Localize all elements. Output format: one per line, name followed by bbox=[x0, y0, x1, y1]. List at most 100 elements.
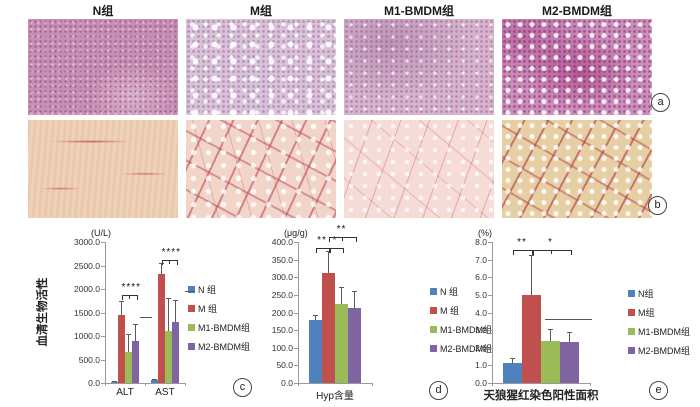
y-tick bbox=[101, 312, 105, 314]
x-tick bbox=[590, 383, 591, 386]
error-bar-cap bbox=[510, 358, 515, 360]
micrograph-column-title: M1-BMDM组 bbox=[384, 4, 454, 18]
y-tick-label: 500.0 bbox=[78, 354, 100, 365]
x-tick bbox=[145, 383, 146, 386]
y-tick-label: 50.0 bbox=[276, 360, 293, 371]
legend-item: N组 bbox=[628, 287, 654, 300]
legend-label: M2-BMDM组 bbox=[198, 342, 250, 352]
bar bbox=[541, 340, 560, 383]
y-tick bbox=[488, 312, 492, 314]
y-tick bbox=[101, 383, 105, 384]
y-tick bbox=[101, 359, 105, 361]
bar bbox=[125, 351, 132, 383]
error-bar-cap bbox=[119, 300, 124, 302]
y-tick bbox=[294, 312, 298, 314]
axis-unit-label: (U/L) bbox=[91, 228, 111, 238]
legend-swatch bbox=[430, 326, 437, 333]
error-bar-cap bbox=[133, 324, 138, 326]
x-tick bbox=[185, 383, 186, 386]
legend-label: M1-BMDM组 bbox=[638, 327, 690, 337]
significance-bracket bbox=[512, 249, 534, 255]
bar bbox=[348, 308, 361, 383]
y-tick bbox=[488, 277, 492, 279]
legend-swatch bbox=[188, 305, 195, 312]
significance-bracket-tick bbox=[550, 249, 552, 254]
chart-hyp-content: (μg/g) 0.0 50.0 100.0 150.0 200.0 250.0 300.0 35… bbox=[235, 224, 492, 407]
y-tick bbox=[294, 365, 298, 367]
y-tick bbox=[488, 294, 492, 296]
legend-swatch bbox=[628, 309, 635, 316]
panel-label-e: e bbox=[649, 381, 668, 400]
legend-item: M 组 bbox=[188, 302, 217, 315]
y-tick bbox=[294, 294, 298, 296]
y-tick-label: 1000.0 bbox=[74, 331, 100, 341]
x-category-label: ALT bbox=[116, 387, 134, 398]
x-tick bbox=[492, 383, 493, 386]
error-bar-cap bbox=[548, 329, 553, 331]
y-tick-label: 250.0 bbox=[271, 289, 293, 300]
error-bar-cap bbox=[152, 378, 157, 380]
bar bbox=[132, 340, 139, 383]
error-bar-cap bbox=[112, 380, 117, 382]
y-tick-label: 3.0 bbox=[475, 325, 487, 336]
significance-label: * bbox=[548, 236, 553, 248]
error-bar-cap bbox=[529, 255, 534, 257]
plot-area bbox=[298, 242, 373, 384]
significance-label: **** bbox=[121, 282, 142, 294]
y-tick-label: 2500.0 bbox=[74, 260, 100, 271]
comparison-line bbox=[185, 291, 196, 293]
micrograph-column-title: N组 bbox=[92, 4, 114, 18]
y-axis-title: 血清生物活性 bbox=[37, 277, 49, 347]
significance-label: ** bbox=[317, 234, 327, 246]
bar bbox=[158, 273, 165, 383]
legend-swatch bbox=[628, 290, 635, 297]
micrograph-column-title: M2-BMDM组 bbox=[542, 4, 612, 18]
y-tick bbox=[488, 347, 492, 349]
error-bar-cap bbox=[126, 333, 131, 335]
x-category-label: 天狼猩红染色阳性面积 bbox=[483, 390, 599, 402]
legend-swatch bbox=[188, 343, 195, 350]
significance-bracket bbox=[328, 236, 357, 242]
y-tick bbox=[488, 259, 492, 261]
y-tick bbox=[294, 277, 298, 279]
error-bar-cap bbox=[166, 298, 171, 300]
y-tick bbox=[294, 383, 298, 384]
y-tick bbox=[101, 336, 105, 337]
bar bbox=[322, 273, 335, 383]
comparison-line bbox=[140, 317, 153, 319]
y-tick bbox=[488, 365, 492, 367]
y-tick-label: 0.0 bbox=[281, 378, 293, 388]
error-bar-cap bbox=[313, 315, 318, 317]
y-tick-label: 200.0 bbox=[271, 307, 293, 318]
error-bar-line bbox=[550, 329, 551, 341]
error-bar-cap bbox=[352, 290, 357, 292]
error-bar-line bbox=[175, 300, 176, 322]
error-bar-line bbox=[135, 324, 136, 341]
bar bbox=[118, 315, 125, 383]
chart-serum-enzyme-activity: (U/L) 0.0 500.0 1000.0 1500.0 2000.0 2500.0 300… bbox=[0, 228, 250, 407]
legend-swatch bbox=[188, 324, 195, 331]
error-bar-cap bbox=[173, 300, 178, 302]
y-tick bbox=[101, 242, 105, 243]
legend-swatch bbox=[430, 288, 437, 295]
bar bbox=[309, 320, 322, 383]
y-tick-label: 5.0 bbox=[475, 289, 487, 300]
error-bar-line bbox=[315, 315, 316, 321]
micrograph-sirius-m1 bbox=[344, 120, 494, 218]
legend-label: N 组 bbox=[440, 287, 459, 297]
legend-label: M2-BMDM组 bbox=[440, 344, 492, 354]
legend-label: M1-BMDM组 bbox=[440, 325, 492, 335]
error-bar-line bbox=[354, 290, 355, 309]
y-tick-label: 4.0 bbox=[475, 307, 487, 318]
x-category-label: AST bbox=[155, 387, 175, 398]
error-bar-cap bbox=[567, 331, 572, 333]
chart-sirius-positive-area: (%) 0.0 1.0 2.0 3.0 4.0 5.0 6.0 7.0 8.0 天狼猩红染色阳性面积… bbox=[460, 228, 700, 407]
error-bar-line bbox=[328, 250, 329, 274]
y-tick-label: 8.0 bbox=[475, 237, 487, 247]
error-bar-cap bbox=[339, 287, 344, 289]
significance-label: ** bbox=[517, 236, 527, 248]
axis-unit-label: (μg/g) bbox=[284, 228, 308, 238]
significance-bracket bbox=[531, 249, 572, 255]
micrograph-he-m1 bbox=[344, 19, 494, 115]
legend-item: M1-BMDM组 bbox=[628, 325, 690, 338]
